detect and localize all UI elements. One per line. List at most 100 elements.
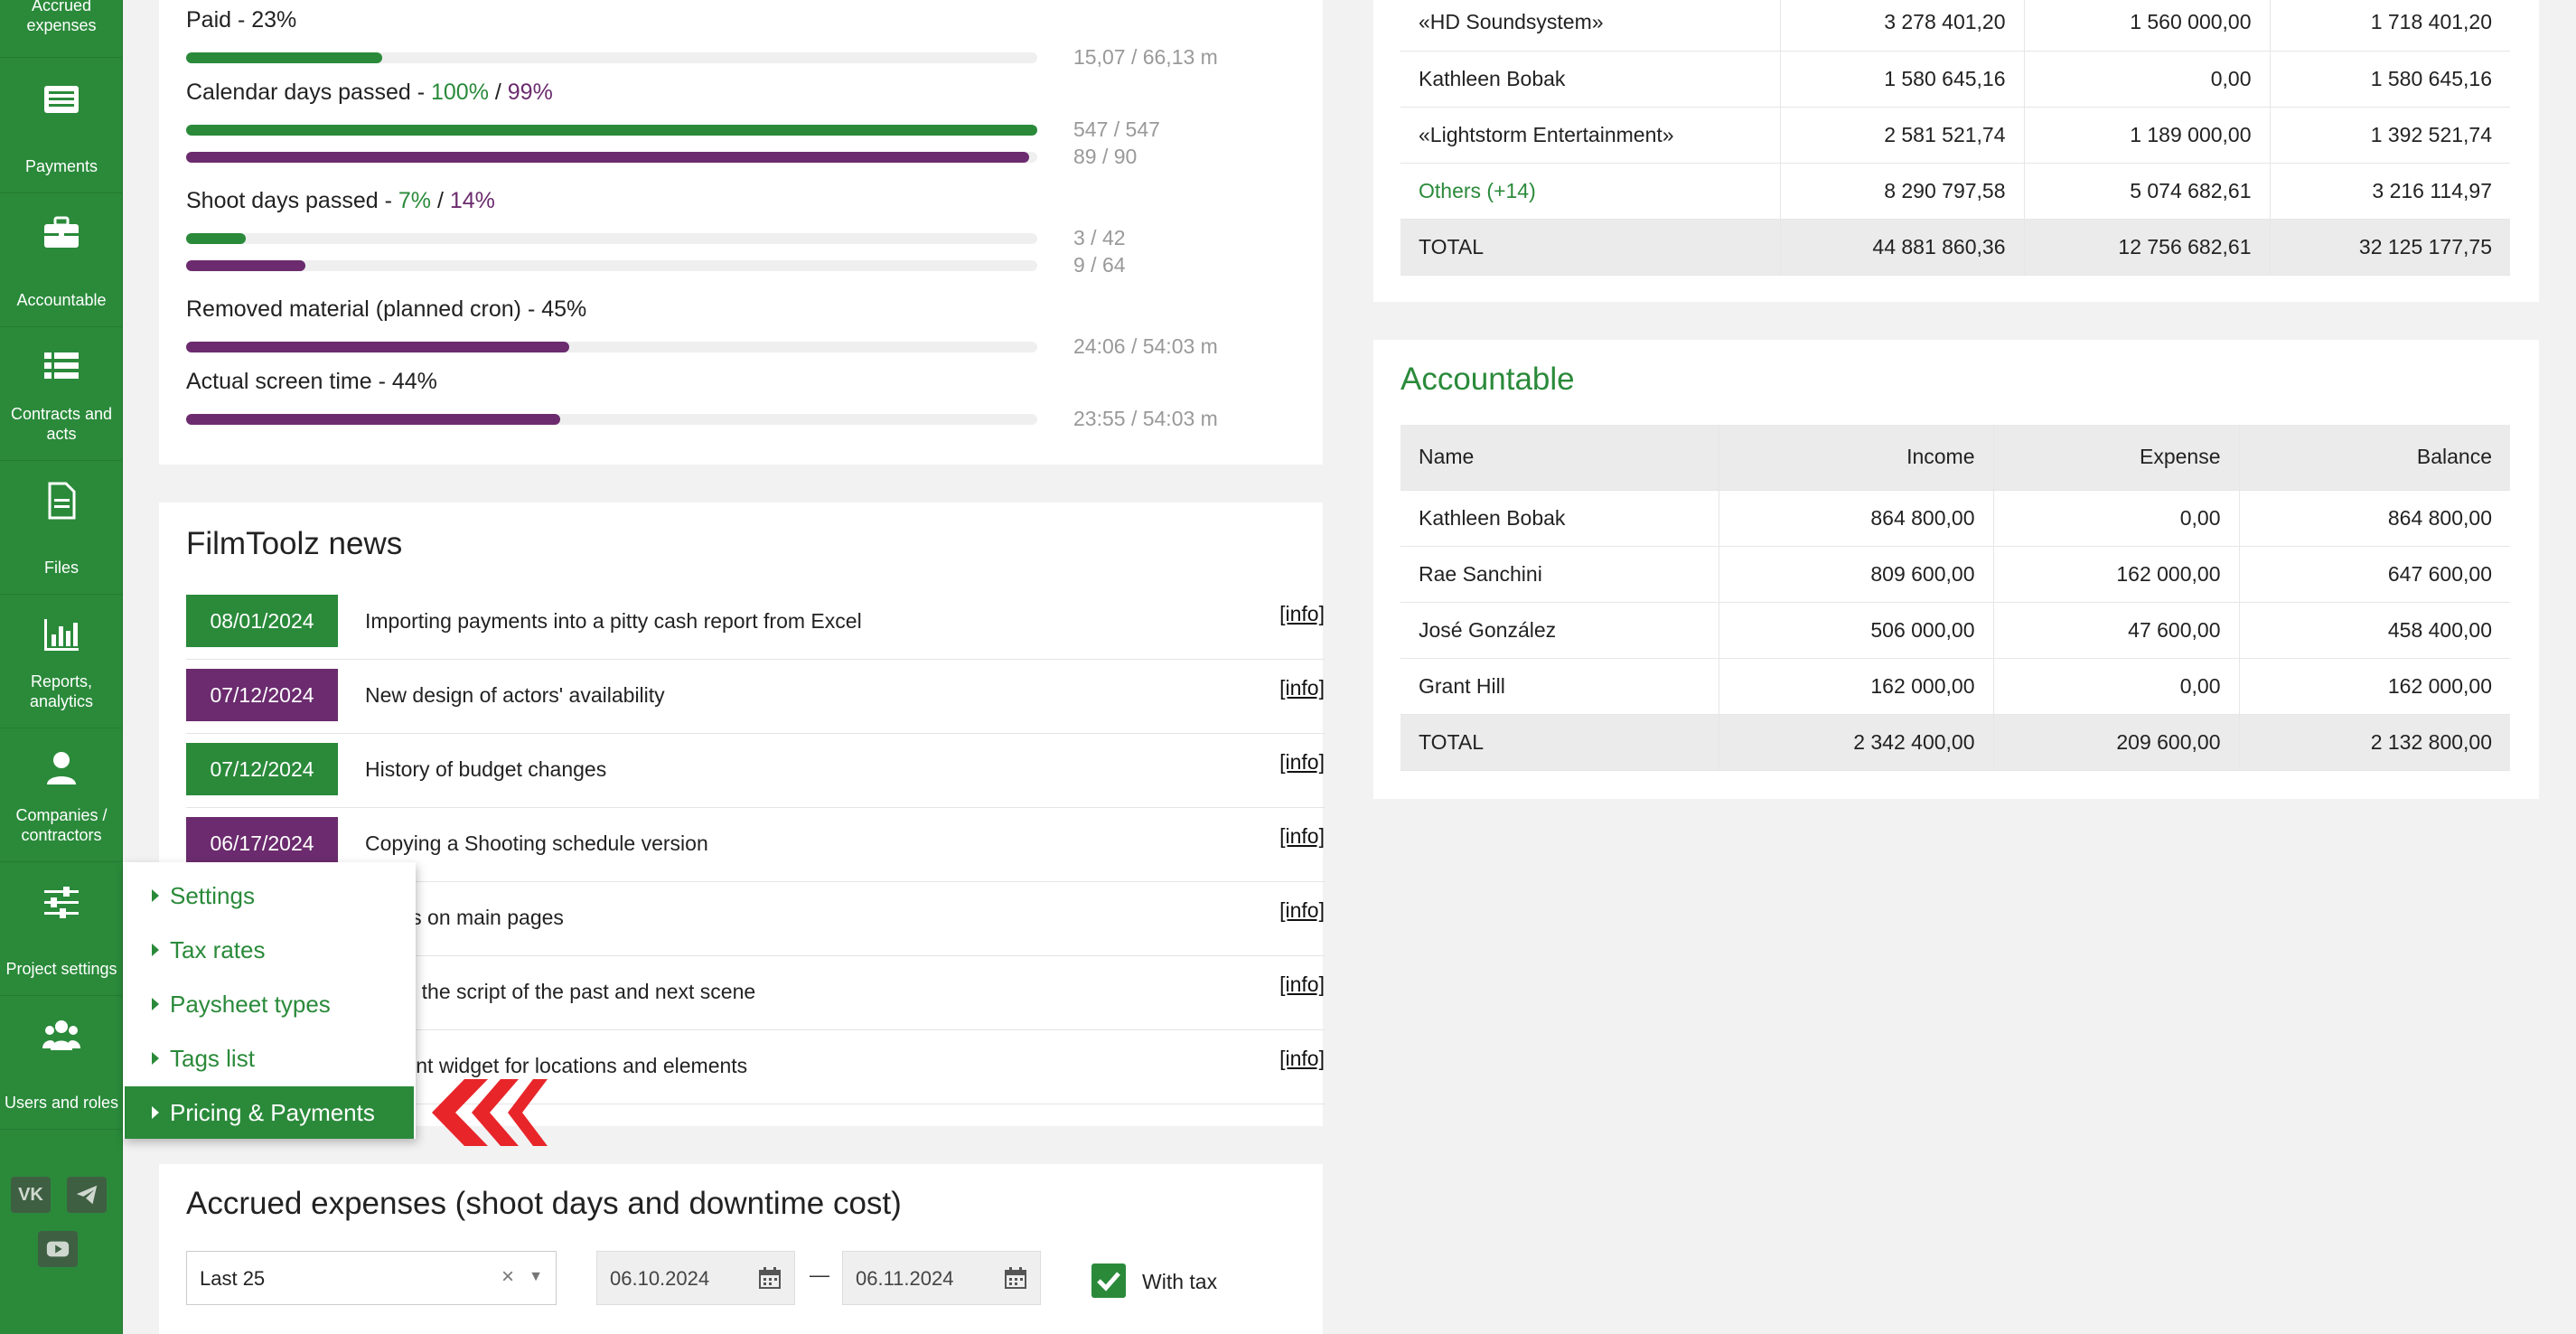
news-info-link[interactable]: [info] — [1279, 898, 1325, 923]
telegram-icon[interactable] — [67, 1177, 107, 1213]
news-text[interactable]: utting the script of the past and next s… — [365, 980, 756, 1003]
calendar-days-label: Calendar days passed - — [186, 80, 431, 105]
news-info-label[interactable]: [info] — [1279, 1047, 1325, 1070]
paid-bar-fill — [186, 52, 382, 63]
news-info-label[interactable]: [info] — [1279, 676, 1325, 700]
contractor-name[interactable]: Others (+14) — [1400, 163, 1781, 220]
sidebar-item-files[interactable]: Files — [0, 461, 123, 595]
contractor-value-2: 1 189 000,00 — [2024, 107, 2271, 164]
sliders-icon — [42, 882, 81, 922]
sidebar-item-reports[interactable]: Reports, analytics — [0, 595, 123, 728]
caret-right-icon — [152, 998, 159, 1010]
accountable-income: 864 800,00 — [1719, 490, 1994, 547]
table-row: Kathleen Bobak 1 580 645,16 0,00 1 580 645,… — [1400, 51, 2510, 108]
menu-item-pricing-payments[interactable]: Pricing & Payments — [125, 1086, 414, 1139]
accountable-name: Rae Sanchini — [1400, 546, 1719, 603]
sidebar-item-contracts[interactable]: Contracts and acts — [0, 327, 123, 461]
news-title: FilmToolz news — [186, 526, 403, 561]
news-info-link[interactable]: [info] — [1279, 972, 1325, 997]
news-date-badge: 06/17/2024 — [186, 817, 338, 869]
news-info-label[interactable]: [info] — [1279, 602, 1325, 625]
column-header-expense[interactable]: Expense — [1993, 425, 2240, 491]
news-item[interactable]: 07/12/2024 History of budget changes [info… — [186, 734, 1325, 808]
shoot-days-green-bar — [186, 233, 1037, 244]
shoot-days-purple-fill — [186, 260, 305, 271]
clear-icon[interactable]: × — [501, 1264, 514, 1289]
date-to-input[interactable]: 06.11.2024 — [842, 1251, 1041, 1305]
contractor-value-2: 1 560 000,00 — [2024, 0, 2271, 52]
news-item[interactable]: oyment widget for locations and elements… — [186, 1030, 1325, 1104]
column-header-name[interactable]: Name — [1400, 425, 1719, 491]
table-row: Others (+14) 8 290 797,58 5 074 682,61 3 21… — [1400, 163, 2510, 220]
total-value-3: 32 125 177,75 — [2270, 219, 2510, 276]
column-header-balance[interactable]: Balance — [2239, 425, 2510, 491]
menu-item-label: Tags list — [170, 1044, 255, 1072]
accrued-expenses-title: Accrued expenses (shoot days and downtim… — [186, 1186, 902, 1221]
period-select-value: Last 25 — [200, 1267, 266, 1290]
date-from-value: 06.10.2024 — [610, 1267, 710, 1290]
with-tax-checkbox[interactable] — [1091, 1264, 1126, 1298]
chevron-down-icon[interactable]: ▼ — [529, 1269, 543, 1284]
accountable-expense: 0,00 — [1993, 658, 2240, 715]
period-select[interactable]: Last 25 × ▼ — [186, 1251, 557, 1305]
menu-item-label: Pricing & Payments — [170, 1098, 375, 1126]
news-text[interactable]: oyment widget for locations and elements — [365, 1054, 748, 1077]
menu-item-label: Paysheet types — [170, 990, 331, 1018]
contractor-value-3: 1 392 521,74 — [2270, 107, 2510, 164]
news-text[interactable]: History of budget changes — [365, 757, 607, 781]
sidebar-item-accountable[interactable]: Accountable — [0, 193, 123, 327]
news-text[interactable]: Copying a Shooting schedule version — [365, 831, 708, 855]
news-text[interactable]: New design of actors' availability — [365, 683, 665, 707]
news-info-label[interactable]: [info] — [1279, 750, 1325, 774]
calendar-icon[interactable] — [1004, 1266, 1027, 1290]
total-balance: 2 132 800,00 — [2239, 714, 2510, 771]
news-text[interactable]: Importing payments into a pitty cash rep… — [365, 609, 862, 633]
news-info-link[interactable]: [info] — [1279, 750, 1325, 775]
news-item[interactable]: 07/12/2024 New design of actors' availabi… — [186, 660, 1325, 734]
sidebar-item-companies[interactable]: Companies / contractors — [0, 728, 123, 862]
sidebar-item-label: Project settings — [5, 960, 117, 978]
date-from-input[interactable]: 06.10.2024 — [596, 1251, 795, 1305]
paid-title: Paid - 23% — [186, 7, 297, 33]
news-info-link[interactable]: [info] — [1279, 602, 1325, 626]
calendar-days-purple-value: 89 / 90 — [1073, 145, 1138, 168]
news-item[interactable]: 06/17/2024 Copying a Shooting schedule ve… — [186, 808, 1325, 882]
menu-item-label: Tax rates — [170, 935, 266, 963]
news-info-label[interactable]: [info] — [1279, 972, 1325, 996]
table-row: Grant Hill 162 000,00 0,00 162 000,00 — [1400, 658, 2510, 715]
news-info-link[interactable]: [info] — [1279, 824, 1325, 849]
news-info-label[interactable]: [info] — [1279, 898, 1325, 922]
news-item[interactable]: utting the script of the past and next s… — [186, 956, 1325, 1030]
news-info-link[interactable]: [info] — [1279, 1047, 1325, 1071]
news-date-badge: 08/01/2024 — [186, 595, 338, 647]
calendar-days-green-pct: 100% — [430, 80, 489, 105]
accountable-expense: 0,00 — [1993, 490, 2240, 547]
menu-item-tags-list[interactable]: Tags list — [125, 1032, 414, 1085]
sidebar-item-payments[interactable]: Payments — [0, 60, 123, 193]
calendar-icon[interactable] — [758, 1266, 782, 1290]
briefcase-icon — [42, 213, 81, 253]
with-tax-label[interactable]: With tax — [1142, 1270, 1218, 1293]
news-info-link[interactable]: [info] — [1279, 676, 1325, 700]
sidebar-item-label: Reports, analytics — [29, 672, 94, 710]
calendar-days-purple-fill — [186, 152, 1029, 163]
vk-icon[interactable]: VK — [11, 1177, 51, 1213]
chart-icon — [42, 615, 81, 654]
column-header-income[interactable]: Income — [1719, 425, 1994, 491]
paid-bar — [186, 52, 1037, 63]
sidebar-item-users[interactable]: Users and roles — [0, 996, 123, 1130]
menu-item-paysheet-types[interactable]: Paysheet types — [125, 978, 414, 1030]
sidebar-item-project-settings[interactable]: Project settings — [0, 862, 123, 996]
sidebar-item-label: Users and roles — [4, 1094, 119, 1112]
news-info-label[interactable]: [info] — [1279, 824, 1325, 848]
removed-material-value: 24:06 / 54:03 m — [1073, 334, 1218, 358]
shoot-days-green-value: 3 / 42 — [1073, 226, 1126, 249]
contractor-value-1: 1 580 645,16 — [1780, 51, 2025, 108]
sidebar-item-accrued-expenses[interactable]: Accrued expenses — [0, 0, 123, 58]
news-item[interactable]: 08/01/2024 Importing payments into a pitt… — [186, 586, 1325, 660]
youtube-icon[interactable] — [38, 1231, 78, 1267]
menu-item-tax-rates[interactable]: Tax rates — [125, 924, 414, 976]
screen-time-bar — [186, 414, 1037, 425]
menu-item-settings[interactable]: Settings — [125, 869, 414, 922]
contractor-name: «HD Soundsystem» — [1400, 0, 1781, 52]
